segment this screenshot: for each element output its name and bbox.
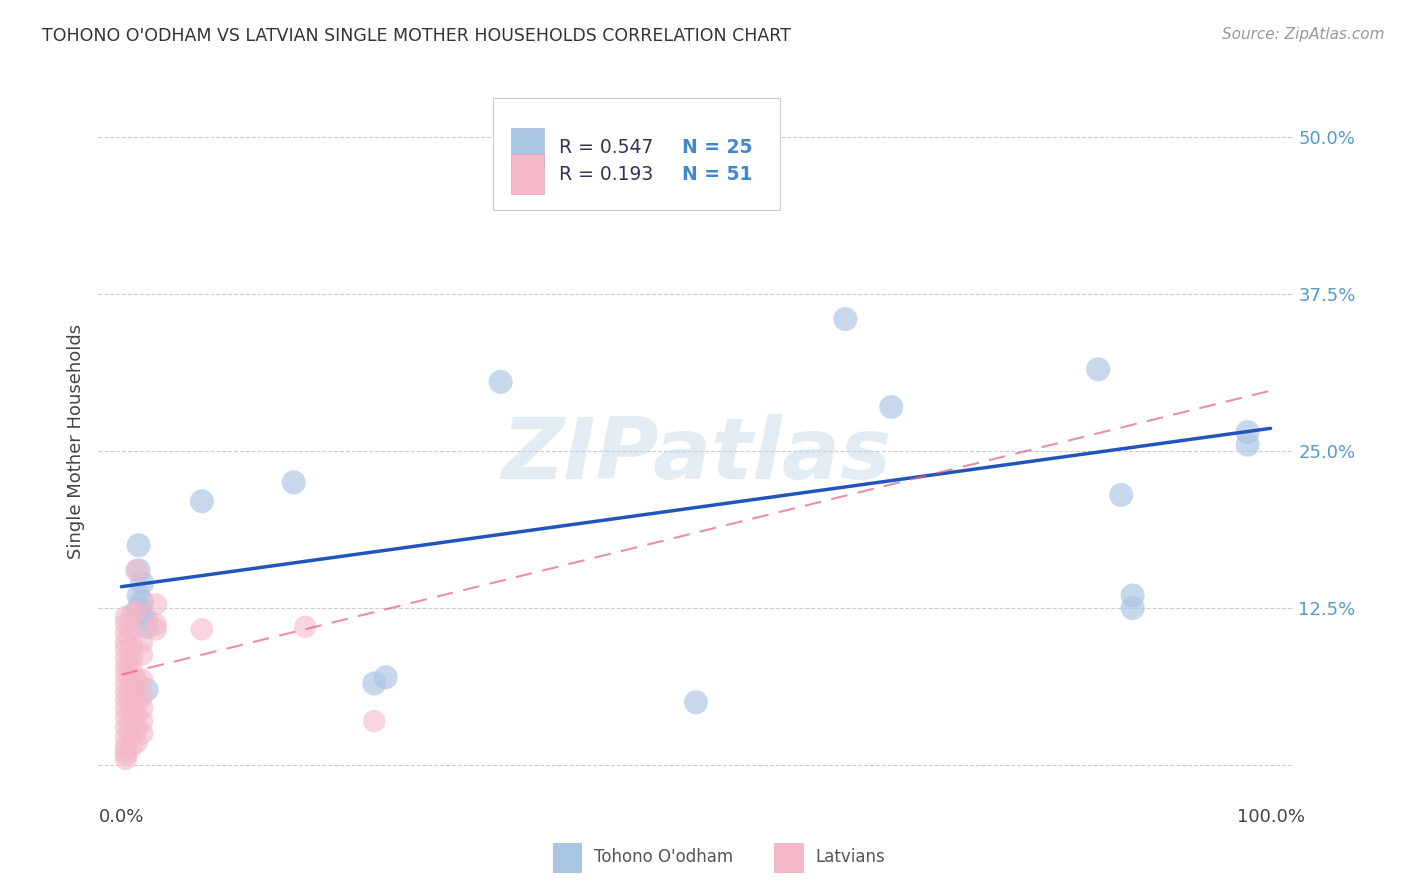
Point (374, 670, 396, 684)
Point (685, 180, 707, 194)
Point (128, 589, 150, 603)
Point (115, 731, 138, 745)
Point (145, 597, 167, 611)
Point (131, 673, 153, 687)
Point (1109, 488, 1132, 502)
FancyBboxPatch shape (494, 98, 780, 211)
Point (363, 714, 385, 728)
Y-axis label: Single Mother Households: Single Mother Households (67, 324, 86, 559)
Point (128, 563, 150, 577)
Point (121, 607, 143, 622)
Point (880, 400, 903, 414)
Text: N = 25: N = 25 (682, 138, 752, 157)
Point (145, 617, 167, 632)
Point (128, 538, 150, 552)
Point (125, 698, 148, 712)
Point (131, 689, 153, 703)
Point (121, 701, 143, 715)
Point (135, 614, 157, 628)
Point (121, 714, 143, 728)
Point (121, 676, 143, 690)
FancyBboxPatch shape (510, 128, 544, 168)
FancyBboxPatch shape (510, 154, 544, 194)
Point (121, 623, 143, 637)
Point (131, 595, 153, 609)
Point (121, 664, 143, 678)
Point (115, 720, 138, 734)
Point (115, 667, 138, 681)
Point (115, 752, 138, 766)
Point (125, 685, 148, 699)
Point (115, 710, 138, 724)
Point (834, 312, 856, 326)
FancyBboxPatch shape (553, 843, 582, 873)
Point (1122, 601, 1144, 615)
Text: TOHONO O'ODHAM VS LATVIAN SINGLE MOTHER HOUSEHOLDS CORRELATION CHART: TOHONO O'ODHAM VS LATVIAN SINGLE MOTHER … (42, 27, 792, 45)
Text: R = 0.547: R = 0.547 (558, 138, 652, 157)
Point (115, 660, 138, 674)
Point (131, 701, 153, 715)
Point (115, 610, 138, 624)
Point (115, 626, 138, 640)
Point (121, 727, 143, 741)
Point (125, 673, 148, 687)
Point (115, 692, 138, 706)
Point (294, 620, 316, 634)
Point (135, 682, 157, 697)
Point (121, 689, 143, 703)
FancyBboxPatch shape (773, 843, 804, 873)
Point (191, 623, 214, 637)
Point (125, 723, 148, 737)
Point (1236, 425, 1258, 439)
Point (125, 563, 148, 577)
Point (121, 739, 143, 754)
Point (115, 617, 138, 632)
Point (131, 648, 153, 662)
Point (121, 639, 143, 653)
Point (283, 475, 305, 490)
Point (115, 743, 138, 757)
Point (363, 676, 385, 690)
Point (128, 601, 150, 615)
Text: Tohono O'odham: Tohono O'odham (595, 848, 734, 866)
Point (125, 735, 148, 749)
Point (115, 676, 138, 690)
Point (125, 605, 148, 619)
Point (191, 494, 214, 508)
Point (121, 651, 143, 665)
Point (685, 695, 707, 709)
Text: Source: ZipAtlas.com: Source: ZipAtlas.com (1222, 27, 1385, 42)
Text: Latvians: Latvians (815, 848, 886, 866)
Text: R = 0.193: R = 0.193 (558, 165, 652, 184)
Text: N = 51: N = 51 (682, 165, 752, 184)
Point (115, 701, 138, 715)
Point (115, 739, 138, 754)
Text: ZIPatlas: ZIPatlas (501, 415, 891, 498)
Point (1122, 589, 1144, 603)
Point (1087, 362, 1109, 376)
Point (115, 685, 138, 699)
Point (115, 747, 138, 762)
Point (131, 635, 153, 649)
Point (131, 575, 153, 590)
Point (125, 710, 148, 724)
Point (115, 635, 138, 649)
Point (1236, 438, 1258, 452)
Point (489, 375, 512, 389)
Point (131, 714, 153, 728)
Point (131, 727, 153, 741)
Point (115, 642, 138, 657)
Point (131, 607, 153, 622)
Point (145, 623, 167, 637)
Point (115, 651, 138, 665)
Point (135, 620, 157, 634)
